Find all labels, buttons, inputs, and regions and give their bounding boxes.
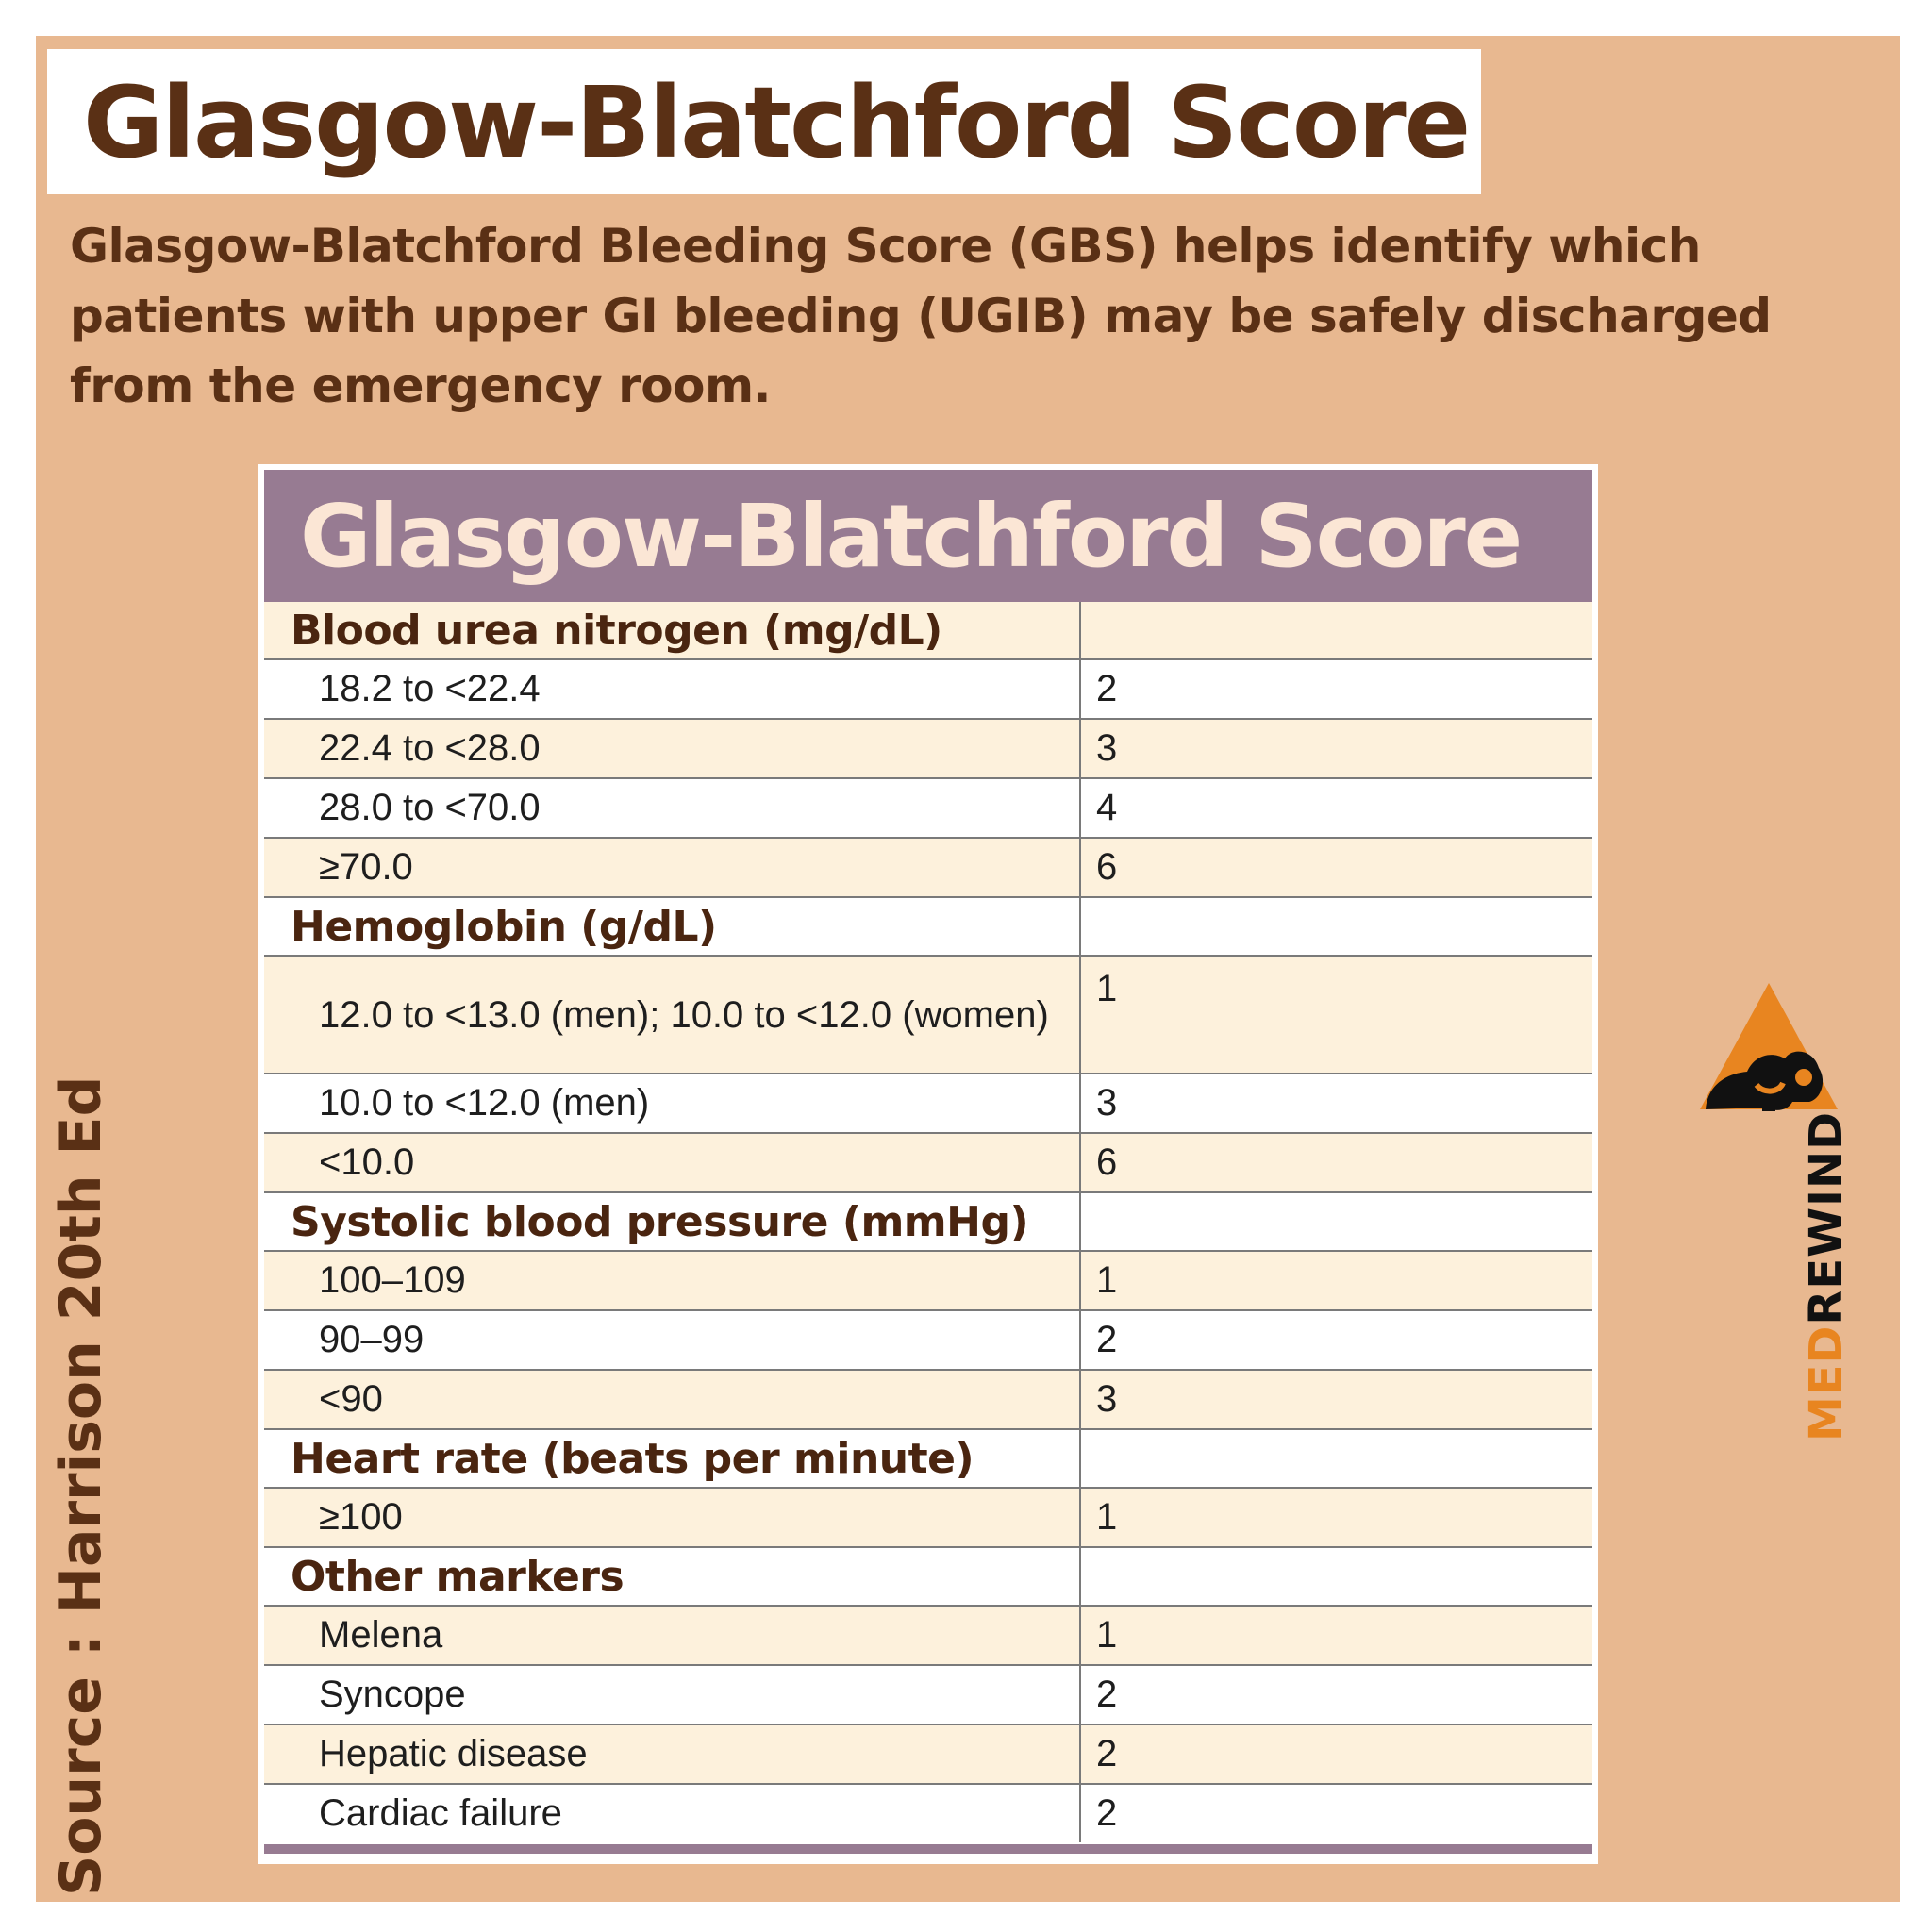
score-table: Blood urea nitrogen (mg/dL) 18.2 to <22.4… <box>264 602 1592 1842</box>
section-header-row: Other markers <box>264 1546 1592 1606</box>
score-value: 6 <box>1080 1132 1592 1192</box>
criterion-label: 22.4 to <28.0 <box>264 718 1081 778</box>
score-table-body: Blood urea nitrogen (mg/dL) 18.2 to <22.4… <box>264 602 1592 1842</box>
score-value: 6 <box>1080 837 1592 897</box>
criterion-label: <10.0 <box>264 1132 1081 1192</box>
table-heading: Glasgow-Blatchford Score <box>300 485 1523 587</box>
section-label: Hemoglobin (g/dL) <box>264 896 1081 956</box>
score-row: Cardiac failure 2 <box>264 1783 1592 1842</box>
section-header-row: Hemoglobin (g/dL) <box>264 896 1592 956</box>
section-label: Blood urea nitrogen (mg/dL) <box>264 602 1081 659</box>
score-value: 1 <box>1080 1605 1592 1665</box>
criterion-label: 100–109 <box>264 1250 1081 1310</box>
source-label: Source : Harrison 20th Ed <box>48 1075 114 1896</box>
section-label: Systolic blood pressure (mmHg) <box>264 1191 1081 1251</box>
score-value <box>1080 1428 1592 1488</box>
score-value: 2 <box>1080 1724 1592 1784</box>
score-row: 18.2 to <22.4 2 <box>264 658 1592 719</box>
score-value: 1 <box>1080 1250 1592 1310</box>
section-header-row: Heart rate (beats per minute) <box>264 1428 1592 1488</box>
intro-text: Glasgow-Blatchford Bleeding Score (GBS) … <box>70 219 1772 413</box>
table-heading-bar: Glasgow-Blatchford Score <box>264 470 1592 602</box>
score-row: Melena 1 <box>264 1605 1592 1665</box>
criterion-label: Hepatic disease <box>264 1724 1081 1784</box>
triangle-stethoscope-icon <box>1700 983 1838 1111</box>
criterion-label: <90 <box>264 1369 1081 1429</box>
criterion-label: Syncope <box>264 1664 1081 1724</box>
score-row: Syncope 2 <box>264 1664 1592 1724</box>
score-row: ≥100 1 <box>264 1487 1592 1547</box>
score-row: 12.0 to <13.0 (men); 10.0 to <12.0 (wome… <box>264 955 1592 1074</box>
score-row: <10.0 6 <box>264 1132 1592 1192</box>
score-value: 4 <box>1080 777 1592 838</box>
title-box <box>47 49 1481 194</box>
brand-name: MEDREWIND <box>1800 1111 1853 1441</box>
brand-name-med: MED <box>1800 1324 1853 1441</box>
score-value: 3 <box>1080 1073 1592 1133</box>
score-value: 3 <box>1080 718 1592 778</box>
score-row: 10.0 to <12.0 (men) 3 <box>264 1073 1592 1133</box>
section-label: Other markers <box>264 1546 1081 1606</box>
score-table-card: Glasgow-Blatchford Score Blood urea nitr… <box>258 464 1598 1864</box>
score-row: 22.4 to <28.0 3 <box>264 718 1592 778</box>
criterion-label: Cardiac failure <box>264 1783 1081 1842</box>
score-row: <90 3 <box>264 1369 1592 1429</box>
score-row: 28.0 to <70.0 4 <box>264 777 1592 838</box>
score-row: 90–99 2 <box>264 1309 1592 1370</box>
score-value <box>1080 1191 1592 1251</box>
score-row: Hepatic disease 2 <box>264 1724 1592 1784</box>
score-value: 2 <box>1080 1664 1592 1724</box>
brand-logo <box>1698 981 1849 1453</box>
criterion-label: 10.0 to <12.0 (men) <box>264 1073 1081 1133</box>
score-row: 100–109 1 <box>264 1250 1592 1310</box>
score-value <box>1080 602 1592 659</box>
criterion-label: ≥100 <box>264 1487 1081 1547</box>
score-value <box>1080 1546 1592 1606</box>
section-header-row: Systolic blood pressure (mmHg) <box>264 1191 1592 1251</box>
criterion-label: 28.0 to <70.0 <box>264 777 1081 838</box>
score-value <box>1080 896 1592 956</box>
section-label: Heart rate (beats per minute) <box>264 1428 1081 1488</box>
score-value: 1 <box>1080 955 1592 1074</box>
score-value: 1 <box>1080 1487 1592 1547</box>
score-value: 2 <box>1080 1783 1592 1842</box>
criterion-label: ≥70.0 <box>264 837 1081 897</box>
score-row: ≥70.0 6 <box>264 837 1592 897</box>
score-value: 2 <box>1080 1309 1592 1370</box>
criterion-label: 18.2 to <22.4 <box>264 658 1081 719</box>
score-value: 3 <box>1080 1369 1592 1429</box>
brand-name-rewind: REWIND <box>1800 1111 1853 1325</box>
criterion-label: 12.0 to <13.0 (men); 10.0 to <12.0 (wome… <box>264 955 1081 1074</box>
page-title: Glasgow-Blatchford Score <box>83 65 1471 180</box>
score-value: 2 <box>1080 658 1592 719</box>
table-footer-bar <box>264 1844 1592 1854</box>
criterion-label: 90–99 <box>264 1309 1081 1370</box>
criterion-label: Melena <box>264 1605 1081 1665</box>
section-header-row: Blood urea nitrogen (mg/dL) <box>264 602 1592 659</box>
